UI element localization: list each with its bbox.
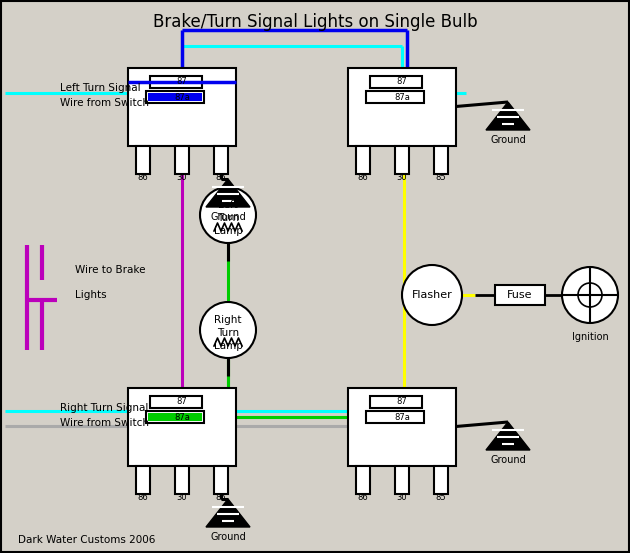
- Circle shape: [402, 265, 462, 325]
- Bar: [370, 396, 422, 408]
- Bar: [128, 68, 236, 146]
- Circle shape: [578, 283, 602, 307]
- Text: Flasher: Flasher: [411, 290, 452, 300]
- Bar: [370, 76, 422, 88]
- Text: Fuse: Fuse: [507, 290, 533, 300]
- Text: Wire to Brake: Wire to Brake: [75, 265, 146, 275]
- Text: Lights: Lights: [75, 290, 106, 300]
- Text: 87a: 87a: [174, 413, 190, 421]
- Text: Lamp: Lamp: [214, 226, 243, 236]
- Bar: [150, 76, 202, 88]
- Text: Ground: Ground: [490, 135, 526, 145]
- Polygon shape: [206, 499, 250, 527]
- Bar: [148, 413, 202, 421]
- Bar: [395, 466, 409, 494]
- Bar: [395, 146, 409, 174]
- Bar: [214, 466, 228, 494]
- Polygon shape: [206, 179, 250, 207]
- Text: Turn: Turn: [217, 328, 239, 338]
- Text: Wire from Switch: Wire from Switch: [60, 98, 149, 108]
- Text: Right Turn Signal: Right Turn Signal: [60, 403, 149, 413]
- Text: Ground: Ground: [490, 455, 526, 465]
- Bar: [146, 91, 204, 103]
- Bar: [128, 388, 236, 466]
- Text: 30: 30: [397, 493, 408, 503]
- Bar: [356, 466, 370, 494]
- Text: 86: 86: [137, 493, 149, 503]
- Bar: [366, 91, 424, 103]
- Bar: [175, 146, 189, 174]
- Polygon shape: [486, 102, 530, 130]
- Text: 87a: 87a: [394, 413, 410, 421]
- Text: 87: 87: [397, 398, 408, 406]
- Text: Left: Left: [218, 200, 238, 210]
- Circle shape: [200, 187, 256, 243]
- Text: 85: 85: [436, 493, 446, 503]
- Text: 30: 30: [397, 174, 408, 182]
- Bar: [214, 146, 228, 174]
- Text: 87a: 87a: [394, 92, 410, 102]
- Text: 86: 86: [137, 174, 149, 182]
- Text: Ground: Ground: [210, 532, 246, 542]
- Text: Wire from Switch: Wire from Switch: [60, 418, 149, 428]
- Text: Left Turn Signal: Left Turn Signal: [60, 83, 140, 93]
- Text: Ignition: Ignition: [571, 332, 609, 342]
- Bar: [148, 93, 202, 101]
- Text: 86: 86: [358, 174, 369, 182]
- Circle shape: [200, 302, 256, 358]
- Text: 87: 87: [176, 398, 187, 406]
- Bar: [366, 411, 424, 423]
- Text: Right: Right: [214, 315, 242, 325]
- Bar: [356, 146, 370, 174]
- Bar: [348, 388, 456, 466]
- Text: 86: 86: [358, 493, 369, 503]
- Bar: [348, 68, 456, 146]
- Text: 87: 87: [397, 77, 408, 86]
- Text: Ground: Ground: [210, 212, 246, 222]
- Circle shape: [562, 267, 618, 323]
- Bar: [150, 396, 202, 408]
- Text: 87: 87: [176, 77, 187, 86]
- Text: 85: 85: [215, 493, 226, 503]
- Text: Lamp: Lamp: [214, 341, 243, 351]
- Bar: [136, 146, 150, 174]
- Bar: [434, 466, 448, 494]
- Text: Brake/Turn Signal Lights on Single Bulb: Brake/Turn Signal Lights on Single Bulb: [152, 13, 478, 31]
- Polygon shape: [486, 422, 530, 450]
- Text: 30: 30: [176, 174, 187, 182]
- Text: Turn: Turn: [217, 213, 239, 223]
- Text: Dark Water Customs 2006: Dark Water Customs 2006: [18, 535, 156, 545]
- Text: 30: 30: [176, 493, 187, 503]
- Bar: [146, 411, 204, 423]
- Bar: [434, 146, 448, 174]
- Text: 87a: 87a: [174, 92, 190, 102]
- Bar: [175, 466, 189, 494]
- Text: 85: 85: [215, 174, 226, 182]
- Bar: [495, 285, 545, 305]
- Bar: [136, 466, 150, 494]
- Text: 85: 85: [436, 174, 446, 182]
